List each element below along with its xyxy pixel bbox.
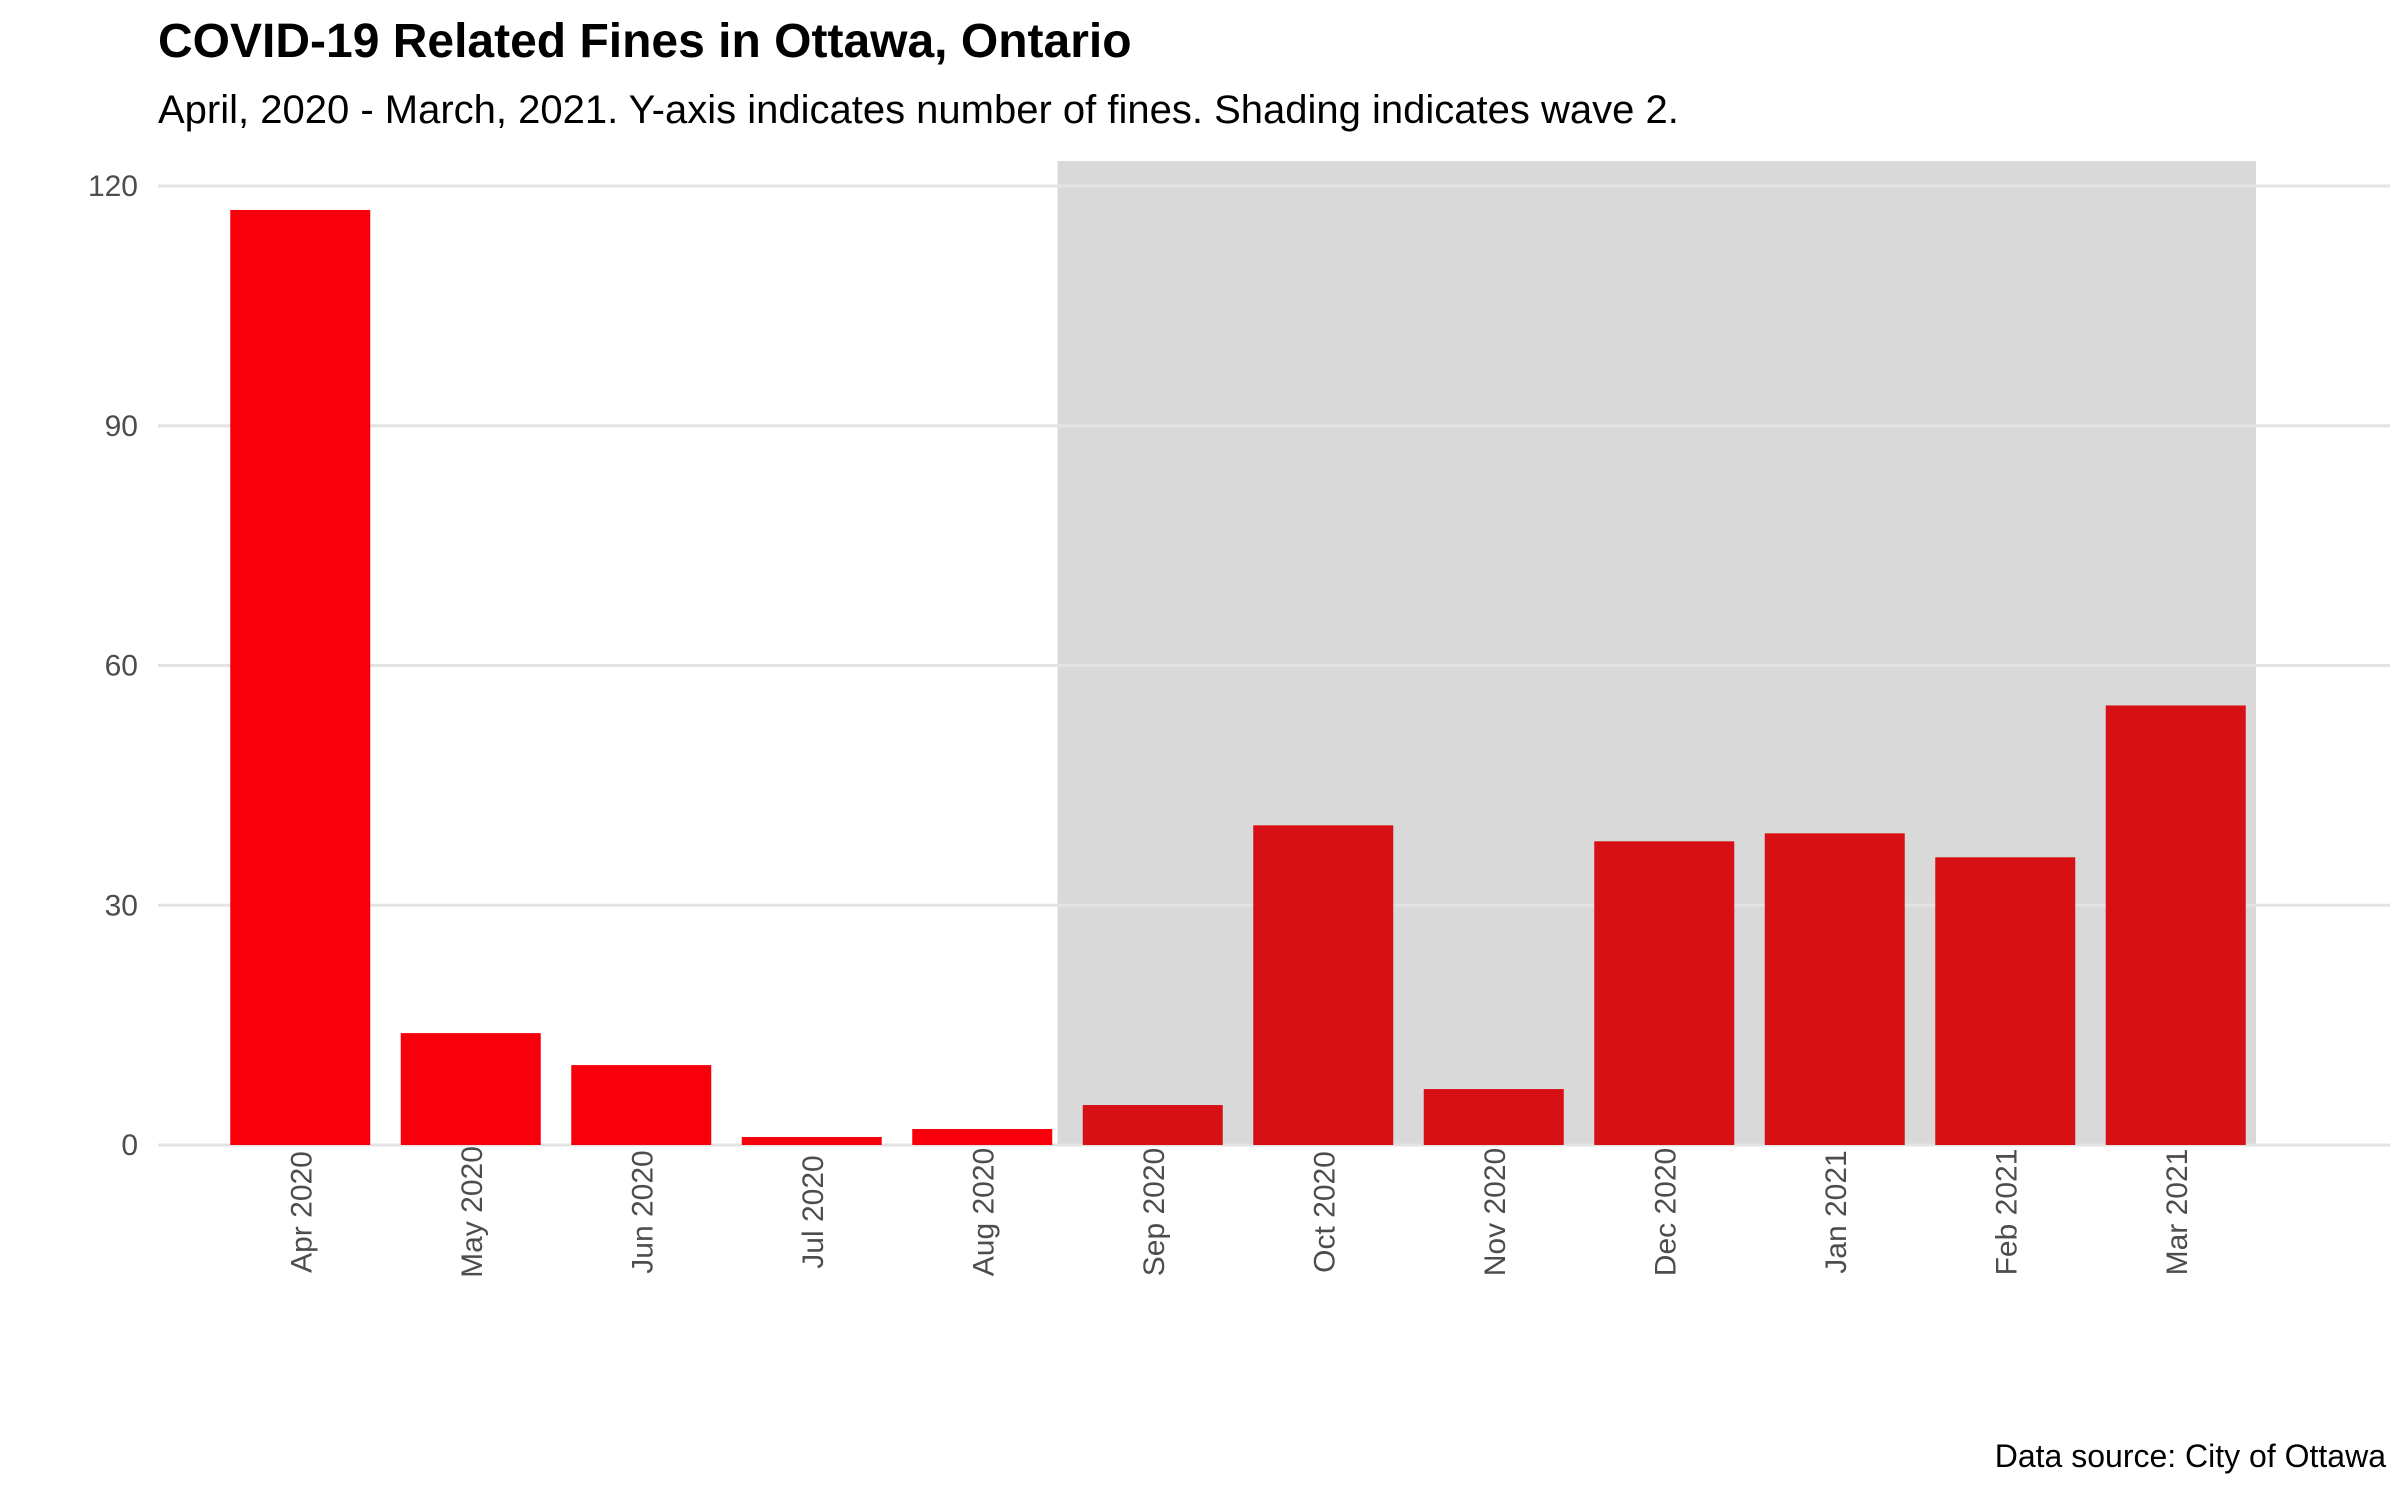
chart-subtitle: April, 2020 - March, 2021. Y-axis indica… — [158, 88, 1679, 132]
x-tick-label: Nov 2020 — [1479, 1148, 1512, 1276]
x-tick-label: Jan 2021 — [1820, 1150, 1853, 1273]
x-tick-label: Feb 2021 — [1990, 1149, 2023, 1276]
y-tick-label: 120 — [88, 170, 138, 203]
x-axis-ticks: Apr 2020 May 2020 Jun 2020 Jul 2020 Aug 2020… — [285, 1146, 2194, 1278]
y-tick-label: 30 — [105, 889, 138, 922]
bar-nov-2020 — [1423, 1089, 1564, 1145]
x-tick-label: Apr 2020 — [285, 1151, 318, 1273]
bar-aug-2020 — [912, 1129, 1053, 1145]
x-tick-label: May 2020 — [456, 1146, 489, 1278]
x-tick-label: Sep 2020 — [1138, 1148, 1171, 1276]
x-tick-label: Dec 2020 — [1649, 1148, 1682, 1276]
y-tick-label: 90 — [105, 410, 138, 443]
bar-mar-2021 — [2105, 705, 2246, 1145]
x-tick-label: Oct 2020 — [1308, 1151, 1341, 1273]
y-tick-label: 60 — [105, 650, 138, 683]
bar-may-2020 — [400, 1033, 541, 1145]
bar-apr-2020 — [230, 209, 371, 1146]
bar-jul-2020 — [741, 1137, 882, 1145]
y-tick-label: 0 — [121, 1129, 138, 1162]
x-tick-label: Jun 2020 — [626, 1150, 659, 1273]
bar-sep-2020 — [1082, 1105, 1223, 1145]
x-tick-label: Aug 2020 — [967, 1148, 1000, 1276]
bar-layer — [230, 209, 2246, 1146]
bar-jan-2021 — [1764, 833, 1905, 1145]
bar-jun-2020 — [571, 1065, 712, 1145]
x-tick-label: Mar 2021 — [2161, 1149, 2194, 1276]
bar-oct-2020 — [1253, 825, 1394, 1145]
x-tick-label: Jul 2020 — [797, 1155, 830, 1268]
bar-dec-2020 — [1594, 841, 1735, 1145]
chart-caption: Data source: City of Ottawa — [1994, 1438, 2386, 1474]
bar-feb-2021 — [1935, 857, 2076, 1145]
y-axis-ticks: 0 30 60 90 120 — [88, 170, 138, 1162]
chart-title: COVID-19 Related Fines in Ottawa, Ontari… — [158, 15, 1132, 68]
